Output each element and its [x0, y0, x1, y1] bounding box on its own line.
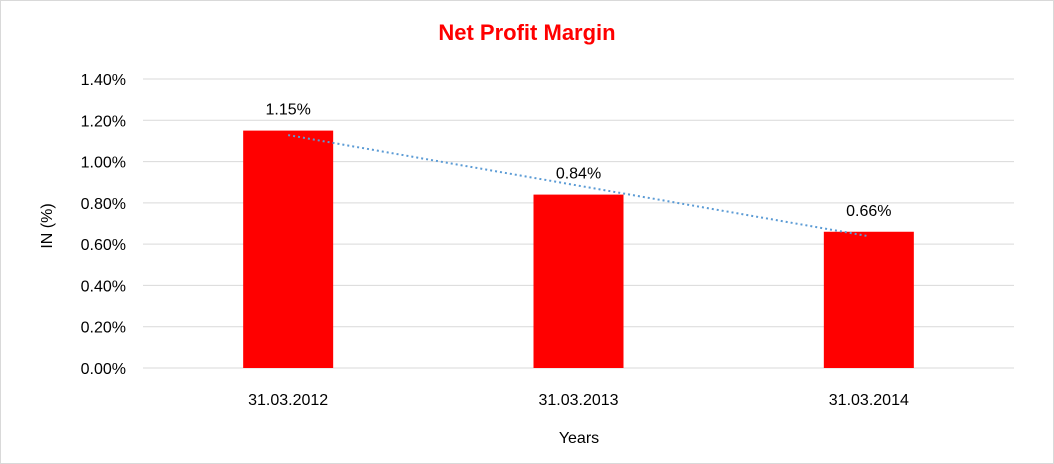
data-label: 0.66% [846, 203, 891, 220]
x-tick-label: 31.03.2013 [538, 392, 618, 409]
y-tick-label: 0.40% [81, 278, 126, 295]
y-tick-label: 1.20% [81, 113, 126, 130]
bars [243, 130, 914, 368]
data-labels: 1.15% 0.84% 0.66% [265, 102, 891, 220]
y-tick-label: 0.20% [81, 320, 126, 337]
y-tick-label: 0.60% [81, 237, 126, 254]
bar-31.03.2014 [823, 231, 914, 368]
x-axis-label: Years [559, 430, 599, 447]
y-tick-label: 1.00% [81, 155, 126, 172]
y-tick-labels: 0.00% 0.20% 0.40% 0.60% 0.80% 1.00% 1.20% 1.40% [81, 72, 126, 378]
bar-31.03.2013 [533, 194, 624, 368]
data-label: 1.15% [265, 102, 310, 119]
x-tick-labels: 31.03.2012 31.03.2013 31.03.2014 [248, 392, 909, 409]
y-tick-label: 0.00% [81, 361, 126, 378]
trendline [287, 134, 870, 238]
x-tick-label: 31.03.2012 [248, 392, 328, 409]
x-tick-label: 31.03.2014 [829, 392, 909, 409]
bar-31.03.2012 [243, 130, 334, 368]
trendline-group [287, 134, 870, 238]
chart-title: Net Profit Margin [438, 20, 615, 45]
y-axis-label: IN (%) [39, 203, 56, 248]
data-label: 0.84% [556, 166, 601, 183]
y-tick-label: 1.40% [81, 72, 126, 89]
y-tick-label: 0.80% [81, 196, 126, 213]
